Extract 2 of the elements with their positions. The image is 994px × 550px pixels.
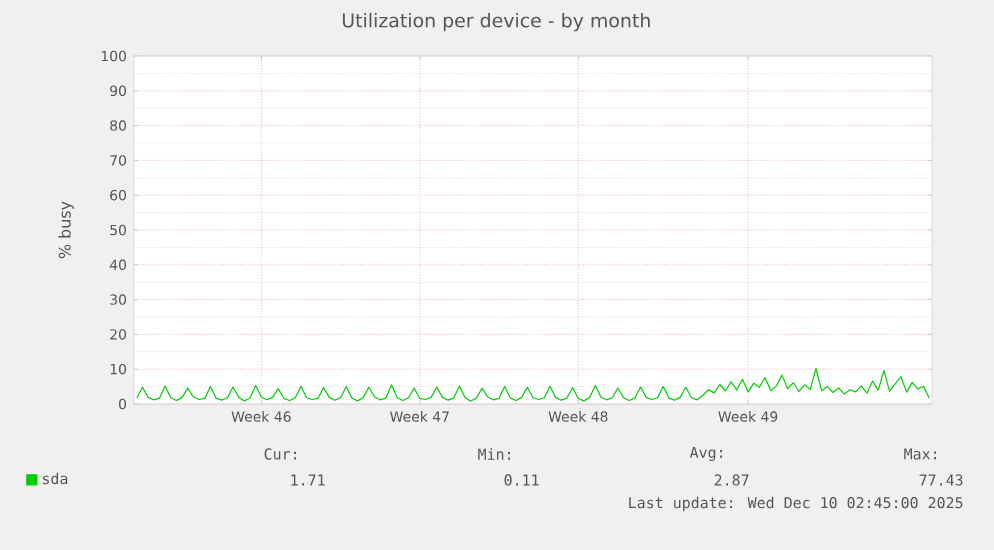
line-series — [136, 367, 930, 402]
chart-title: Utilization per device - by month — [342, 12, 650, 32]
